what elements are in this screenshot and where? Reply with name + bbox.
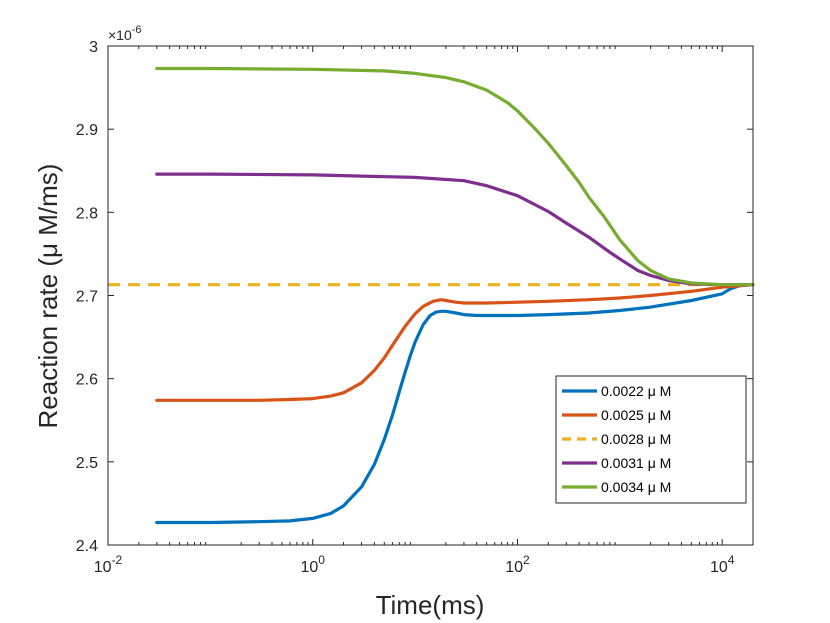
- legend-label-4: 0.0031 μ M: [601, 455, 671, 471]
- series-layer: [108, 66, 755, 525]
- tick-layer: 2.4 2.5 2.6 2.7 2.8 2.9 3 10-2 100 102 104: [76, 39, 754, 576]
- legend-label-3: 0.0028 μ M: [601, 431, 671, 447]
- y-tick-label: 2.6: [76, 372, 98, 389]
- y-tick-label: 2.5: [76, 455, 98, 472]
- x-tick-label: 102: [505, 553, 530, 576]
- legend-box: [555, 375, 747, 504]
- series-line-5: [155, 66, 755, 287]
- y-multiplier: ×10-6: [108, 24, 142, 43]
- y-tick-label: 2.8: [76, 205, 98, 222]
- legend-entries: 0.0022 μ M 0.0025 μ M 0.0028 μ M 0.0031 μ M…: [562, 383, 671, 495]
- x-tick-label: 10-2: [94, 553, 123, 576]
- y-tick-label: 2.9: [76, 122, 98, 139]
- series-line-2: [155, 283, 755, 402]
- legend-label-5: 0.0034 μ M: [601, 479, 671, 495]
- legend: 0.0022 μ M 0.0025 μ M 0.0028 μ M 0.0031 μ M…: [555, 375, 747, 504]
- y-tick-label: 2.4: [76, 538, 98, 555]
- y-axis-title: Reaction rate (μ M/ms): [33, 164, 63, 429]
- x-axis-title: Time(ms): [376, 590, 485, 620]
- y-tick-label: 3: [89, 39, 98, 56]
- legend-label-2: 0.0025 μ M: [601, 407, 671, 423]
- series-line-1: [155, 283, 755, 525]
- x-tick-label: 100: [300, 553, 325, 576]
- x-tick-label: 104: [710, 553, 735, 576]
- legend-label-1: 0.0022 μ M: [601, 383, 671, 399]
- y-tick-label: 2.7: [76, 289, 98, 306]
